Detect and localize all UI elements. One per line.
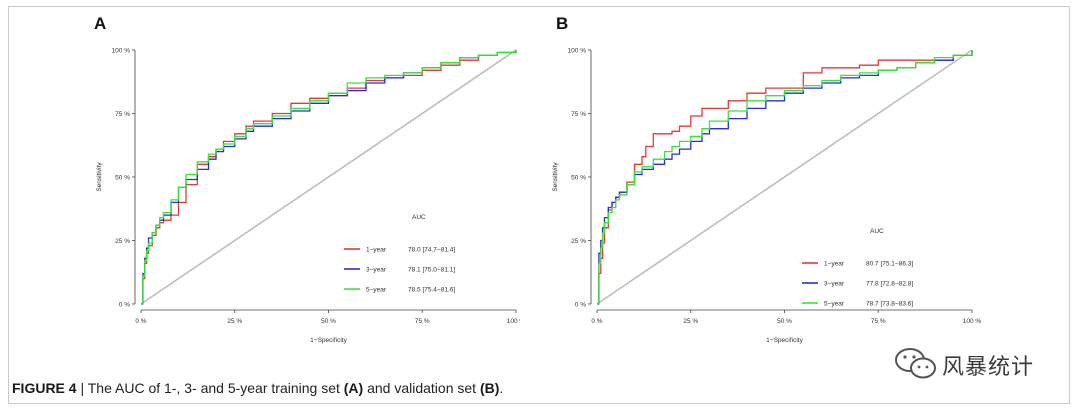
- x-tick-label: 25 %: [683, 318, 698, 325]
- y-tick-label: 25 %: [571, 238, 586, 245]
- y-tick-label: 75 %: [115, 111, 130, 118]
- legend-label: 1−year: [366, 246, 387, 253]
- watermark: 风暴统计: [894, 344, 1054, 384]
- legend-auc-value: 80.7 [75.1−86.3]: [866, 260, 913, 267]
- panel-a-letter: A: [94, 14, 107, 33]
- caption-separator: |: [76, 380, 88, 396]
- caption-text-2: and validation set: [363, 380, 480, 396]
- caption-text-1: The AUC of 1-, 3- and 5-year training se…: [87, 380, 344, 396]
- x-tick-label: 100 %: [963, 318, 982, 325]
- y-tick-label: 50 %: [571, 174, 586, 181]
- reference-diagonal: [596, 49, 973, 305]
- x-axis-label: 1−Specificity: [766, 337, 803, 344]
- reference-diagonal: [140, 49, 517, 305]
- roc-chart-training: 0 % 0 % 25 % 25 % 50 % 50 % 75 % 75 % 100 % 100 %…: [96, 47, 520, 344]
- legend-auc-value: 77.8 [72.8−82.8]: [866, 280, 913, 287]
- y-axis-label: Sensitivity: [552, 162, 559, 192]
- figure-caption: FIGURE 4 | The AUC of 1-, 3- and 5-year …: [12, 380, 503, 396]
- x-tick-label: 0 %: [591, 318, 602, 325]
- y-tick-label: 100 %: [112, 47, 131, 54]
- legend-title: AUC: [870, 228, 884, 235]
- legend-label: 3−year: [824, 280, 845, 287]
- x-axis-label: 1−Specificity: [310, 337, 347, 344]
- legend-label: 5−year: [366, 286, 387, 293]
- panel-b-letter: B: [556, 14, 569, 33]
- wechat-icon: [895, 348, 936, 379]
- y-tick-label: 50 %: [115, 174, 130, 181]
- x-tick-label: 100 %: [507, 318, 520, 325]
- legend-auc-value: 78.1 [75.0−81.1]: [408, 266, 455, 273]
- x-tick-label: 50 %: [777, 318, 792, 325]
- legend-label: 5−year: [824, 300, 845, 307]
- caption-label: FIGURE 4: [12, 380, 77, 396]
- caption-ref-b: (B): [479, 380, 500, 396]
- legend-auc-value: 78.7 [73.8−83.6]: [866, 300, 913, 307]
- x-tick-label: 75 %: [415, 318, 430, 325]
- roc-curve-1-year: [141, 50, 517, 305]
- y-tick-label: 100 %: [568, 47, 587, 54]
- legend-label: 1−year: [824, 260, 845, 267]
- y-axis-label: Sensitivity: [96, 162, 103, 192]
- roc-curve-5-year: [597, 50, 973, 305]
- legend-title: AUC: [412, 214, 426, 221]
- roc-curve-5-year: [141, 50, 517, 305]
- figure-frame: [8, 6, 1070, 404]
- y-tick-label: 0 %: [119, 301, 130, 308]
- legend-auc-value: 78.0 [74.7−81.4]: [408, 246, 455, 253]
- legend-label: 3−year: [366, 266, 387, 273]
- roc-chart-validation: 0 % 0 % 25 % 25 % 50 % 50 % 75 % 75 % 100 % 100 %…: [552, 47, 982, 344]
- x-tick-label: 0 %: [135, 318, 146, 325]
- y-tick-label: 25 %: [115, 238, 130, 245]
- y-tick-label: 75 %: [571, 111, 586, 118]
- caption-text-3: .: [499, 380, 504, 396]
- y-tick-label: 0 %: [575, 301, 586, 308]
- legend-auc-value: 78.5 [75.4−81.6]: [408, 286, 455, 293]
- x-tick-label: 75 %: [871, 318, 886, 325]
- x-tick-label: 25 %: [227, 318, 242, 325]
- watermark-text: 风暴统计: [942, 354, 1035, 379]
- x-tick-label: 50 %: [321, 318, 336, 325]
- caption-ref-a: (A): [343, 380, 364, 396]
